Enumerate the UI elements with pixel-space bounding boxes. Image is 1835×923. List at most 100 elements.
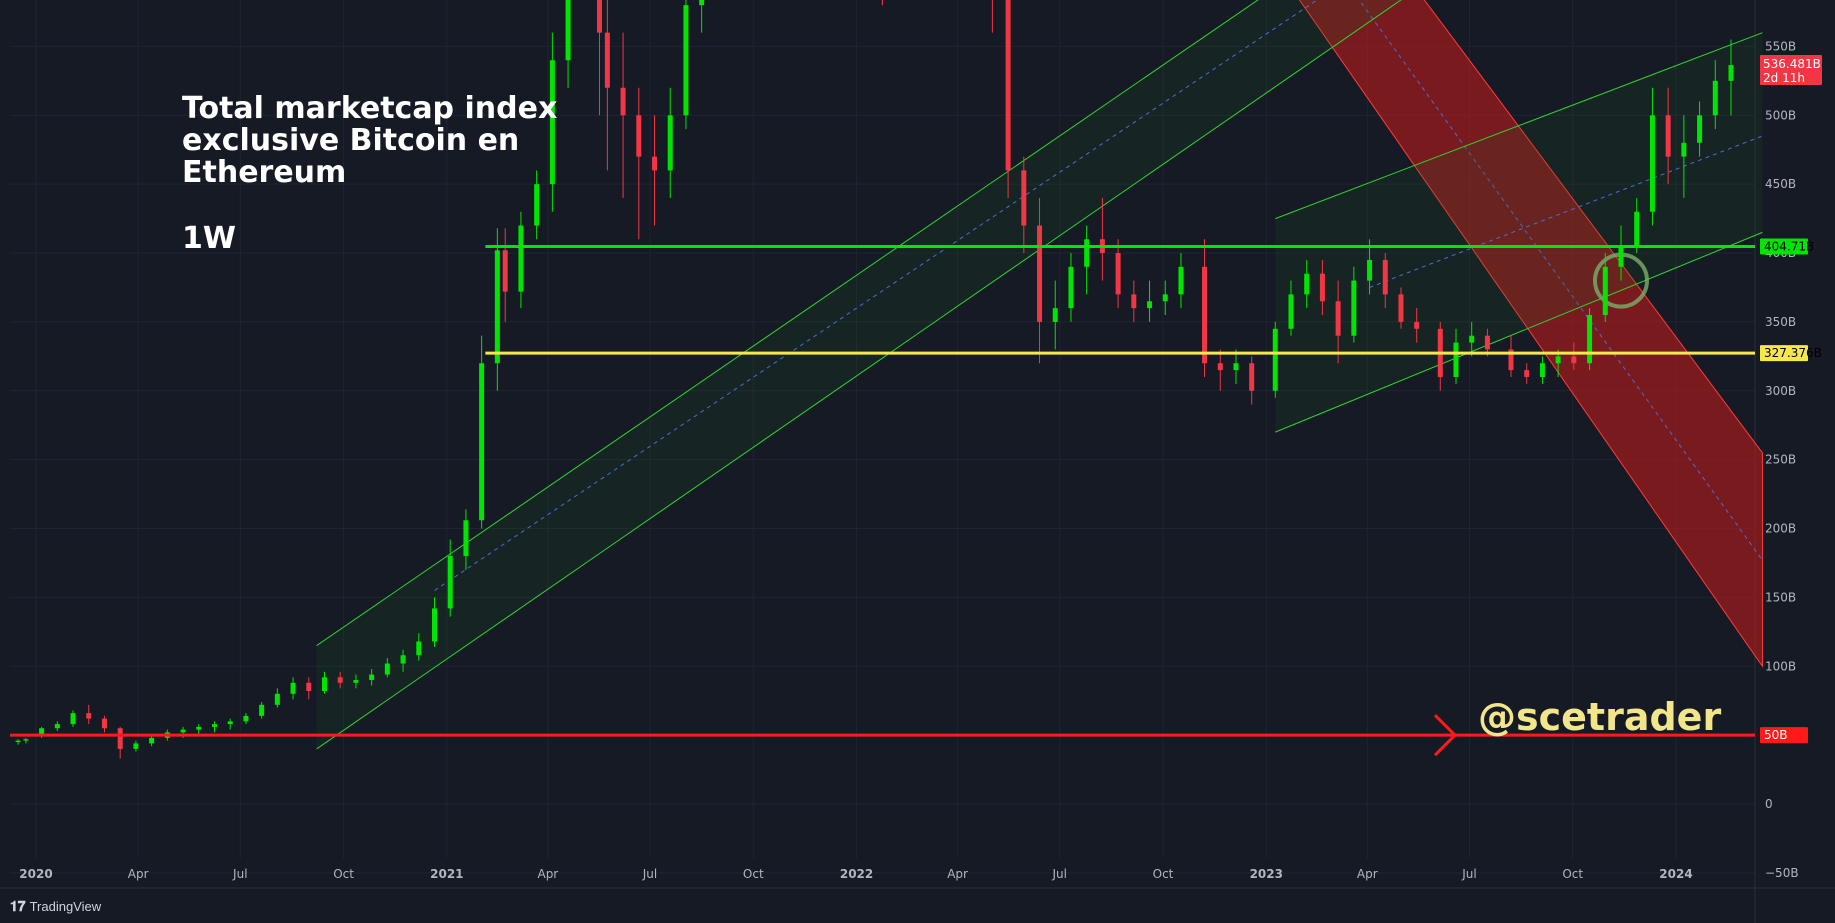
candle-body xyxy=(494,250,500,364)
candle-body xyxy=(1037,225,1043,322)
candle-body xyxy=(1068,266,1074,309)
candle-body xyxy=(1288,294,1294,329)
candle-body xyxy=(1335,301,1341,336)
candle-body xyxy=(133,743,139,749)
candle-body xyxy=(259,704,265,716)
candle-body xyxy=(23,739,29,741)
candle-body xyxy=(1414,321,1420,329)
candle-body xyxy=(1233,363,1239,371)
countdown-label: 2d 11h xyxy=(1763,71,1805,85)
candle-body xyxy=(1571,356,1577,364)
current-price-box xyxy=(1760,55,1822,86)
candle-body xyxy=(1618,246,1624,267)
candle-body xyxy=(604,32,610,88)
rising-channel-midline xyxy=(434,0,1319,591)
chart-title-line-2: exclusive Bitcoin en xyxy=(182,123,519,158)
current-price-label: 536.481B xyxy=(1763,57,1821,71)
candle-body xyxy=(39,728,45,736)
candle-body xyxy=(1367,259,1373,281)
candle-body xyxy=(337,677,343,683)
price-tag: 50B xyxy=(1760,727,1808,744)
candle-body xyxy=(54,724,60,729)
candle-body xyxy=(1453,342,1459,378)
y-tick-label: 100B xyxy=(1765,659,1796,673)
candle-body xyxy=(149,737,155,744)
candle-body xyxy=(1005,0,1011,171)
candle-body xyxy=(534,184,540,226)
candle-body xyxy=(1681,142,1687,157)
candle-body xyxy=(1602,266,1608,316)
y-tick-label: 550B xyxy=(1765,39,1796,53)
price-tag-label: 404.71B xyxy=(1764,240,1814,254)
candle-body xyxy=(667,115,673,171)
candle-body xyxy=(227,721,233,725)
candle-body xyxy=(1131,294,1137,309)
candle-body xyxy=(1084,239,1090,267)
candle-body xyxy=(416,641,422,656)
x-tick-label: Apr xyxy=(947,867,968,881)
x-tick-label: 2024 xyxy=(1659,867,1692,881)
chart-title-line-3: Ethereum xyxy=(182,155,346,190)
price-tag-label: 50B xyxy=(1764,728,1788,742)
descending-channel xyxy=(1298,0,1763,668)
candle-body xyxy=(1634,211,1640,247)
candle-body xyxy=(636,115,642,157)
rising-channel-upper xyxy=(316,0,1259,647)
tradingview-label: TradingView xyxy=(29,899,102,914)
x-tick-label: 2021 xyxy=(430,867,463,881)
candle-body xyxy=(196,726,202,730)
candle-body xyxy=(117,728,123,749)
candle-body xyxy=(15,740,21,743)
y-tick-label: 500B xyxy=(1765,108,1796,122)
x-tick-label: Apr xyxy=(1357,867,1378,881)
tradingview-logo[interactable]: 𝟏𝟕 TradingView xyxy=(10,898,101,915)
candle-body xyxy=(1382,259,1388,295)
candle-body xyxy=(431,608,437,642)
candle-body xyxy=(321,677,327,692)
candle-body xyxy=(1398,294,1404,322)
chart-timeframe: 1W xyxy=(182,221,236,256)
candle-body xyxy=(1697,115,1703,143)
level-arrow xyxy=(1433,714,1458,757)
price-tag: 404.71B xyxy=(1760,238,1814,255)
chart-title-line-1: Total marketcap index xyxy=(182,91,557,126)
short-channel-fill xyxy=(1275,32,1763,433)
candle-body xyxy=(211,724,217,727)
candle-body xyxy=(1147,301,1153,309)
candle-body xyxy=(243,715,249,722)
candle-body xyxy=(1115,253,1121,295)
price-tag-label: 327.376B xyxy=(1764,346,1822,360)
candle-body xyxy=(620,87,626,116)
candle-body xyxy=(1304,273,1310,295)
candle-body xyxy=(1539,363,1545,378)
candle-body xyxy=(1272,328,1278,391)
candle-body xyxy=(70,713,76,725)
candle-body xyxy=(447,556,453,609)
candle-body xyxy=(1217,363,1223,371)
candle-body xyxy=(597,0,603,33)
candle-body xyxy=(1249,363,1255,391)
x-tick-label: Oct xyxy=(1562,867,1583,881)
candle-body xyxy=(290,682,296,694)
candle-body xyxy=(353,680,359,683)
candle-body xyxy=(1351,280,1357,336)
x-tick-label: Apr xyxy=(537,867,558,881)
candle-body xyxy=(369,674,375,681)
descending-channel-midline xyxy=(1358,0,1763,561)
candle-body xyxy=(400,655,406,664)
candle-body xyxy=(1178,266,1184,295)
x-tick-label: 2022 xyxy=(840,867,873,881)
candle-body xyxy=(518,225,524,292)
x-tick-label: Jul xyxy=(232,867,247,881)
x-tick-label: Jul xyxy=(1051,867,1066,881)
y-tick-label: 300B xyxy=(1765,384,1796,398)
candle-body xyxy=(180,729,186,733)
candle-body xyxy=(1202,266,1208,364)
price-tag-box xyxy=(1760,727,1808,744)
candle-body xyxy=(1484,335,1490,350)
x-tick-label: Oct xyxy=(1153,867,1174,881)
price-tag-box xyxy=(1760,345,1808,362)
y-tick-label: −50B xyxy=(1765,866,1799,880)
